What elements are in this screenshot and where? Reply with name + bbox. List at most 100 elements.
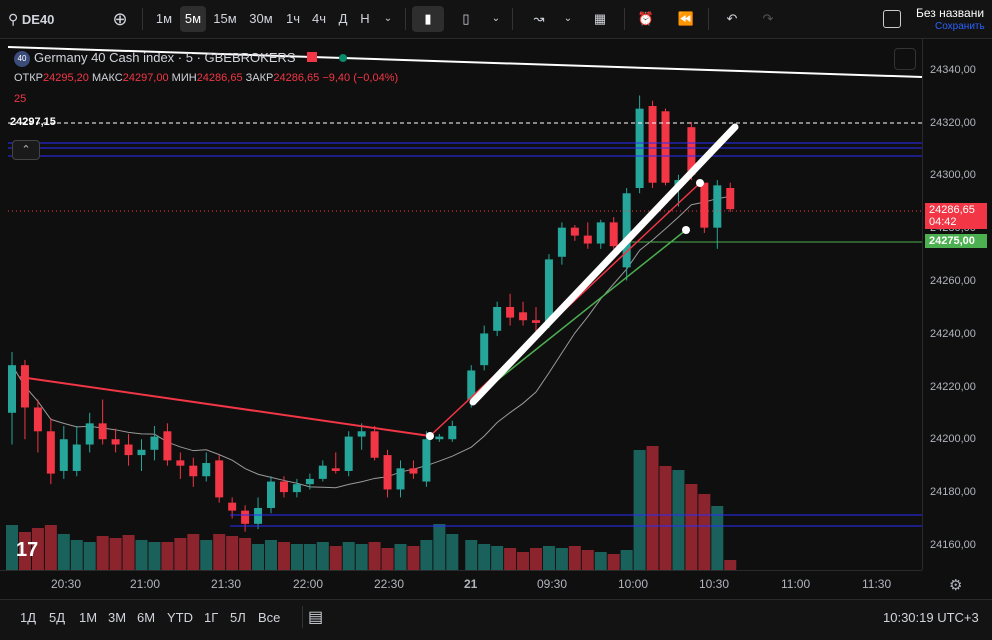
trendline-white-thick[interactable] bbox=[469, 123, 739, 406]
hline-price-label: 24297,15 bbox=[10, 116, 56, 128]
layouts-grid-icon[interactable]: ▦ bbox=[593, 11, 607, 26]
interval-2-button[interactable]: 5м bbox=[180, 6, 206, 32]
volume-bar bbox=[342, 542, 355, 570]
chart-type-chevron-icon[interactable]: ⌄ bbox=[491, 13, 501, 24]
goto-date-calendar-icon[interactable]: ▤ bbox=[308, 609, 324, 626]
layout-checkbox-icon[interactable] bbox=[883, 10, 901, 28]
low-value: 24286,65 bbox=[196, 72, 243, 84]
candle-body bbox=[493, 307, 502, 331]
volume-bar bbox=[355, 544, 368, 570]
save-label[interactable]: Сохранить bbox=[935, 21, 985, 32]
volume-bar bbox=[200, 540, 213, 570]
pane-maximize-icon[interactable] bbox=[894, 48, 916, 70]
candle-body bbox=[622, 193, 631, 268]
candles-chart-type-icon[interactable]: ▮ bbox=[412, 6, 444, 32]
trendline-top[interactable] bbox=[7, 46, 923, 78]
candle-body bbox=[279, 481, 288, 493]
price-tick-label: 24260,00 bbox=[930, 275, 976, 287]
range-4-button[interactable]: 3М bbox=[108, 610, 127, 625]
candle-body bbox=[370, 431, 379, 458]
collapse-legend-button[interactable]: ⌃ bbox=[12, 140, 40, 160]
volume-bar bbox=[685, 484, 698, 570]
candle-body bbox=[331, 468, 340, 471]
bottom-toolbar bbox=[0, 599, 992, 640]
high-value: 24297,00 bbox=[122, 72, 169, 84]
interval-3-button[interactable]: 15м bbox=[213, 11, 237, 26]
range-7-button[interactable]: 1Г bbox=[204, 610, 219, 625]
candle-body bbox=[176, 460, 185, 466]
red-flag-icon[interactable] bbox=[307, 52, 318, 62]
interval-4-button[interactable]: 30м bbox=[249, 11, 273, 26]
moving-average-line bbox=[11, 195, 731, 489]
time-tick-label: 10:00 bbox=[618, 577, 649, 591]
volume-bar bbox=[633, 450, 646, 570]
volume-bar bbox=[478, 544, 491, 570]
volume-bar bbox=[465, 540, 478, 570]
candle-body bbox=[163, 431, 172, 461]
price-axis[interactable] bbox=[922, 39, 992, 570]
candle-body bbox=[241, 510, 250, 524]
open-value: 24295,20 bbox=[43, 72, 89, 84]
chart-legend: 40 Germany 40 Cash index · 5 · GBEBROKERS bbox=[14, 50, 347, 67]
volume-bar bbox=[504, 548, 517, 570]
range-3-button[interactable]: 1М bbox=[79, 610, 98, 625]
volume-bar bbox=[724, 560, 737, 570]
alert-icon[interactable]: ⏰ bbox=[637, 11, 655, 26]
range-6-button[interactable]: YTD bbox=[167, 610, 193, 625]
candle-body bbox=[292, 484, 301, 493]
undo-icon[interactable]: ↶ bbox=[726, 11, 738, 26]
volume-bar bbox=[672, 470, 685, 570]
candle-body bbox=[557, 227, 566, 257]
interval-7-button[interactable]: Д bbox=[338, 11, 348, 26]
volume-bar bbox=[303, 544, 316, 570]
volume-bar bbox=[394, 544, 407, 570]
range-9-button[interactable]: Все bbox=[258, 610, 281, 625]
anchor-point[interactable] bbox=[426, 432, 434, 440]
candle-body bbox=[189, 465, 198, 477]
volume-bar bbox=[368, 542, 381, 570]
interval-8-button[interactable]: Н bbox=[360, 11, 370, 26]
last-price: 24286,65 bbox=[929, 204, 975, 216]
candle-body bbox=[85, 423, 94, 445]
clock-timezone[interactable]: 10:30:19 UTC+3 bbox=[883, 610, 979, 625]
candle-body bbox=[596, 222, 605, 244]
volume-bar bbox=[530, 548, 542, 570]
candle-body bbox=[519, 312, 528, 321]
time-tick-label: 21:00 bbox=[130, 577, 161, 591]
interval-5-button[interactable]: 1ч bbox=[285, 11, 300, 26]
layout-name[interactable]: Без названи bbox=[916, 6, 985, 20]
time-tick-label: 11:30 bbox=[862, 577, 892, 591]
interval-6-button[interactable]: 4ч bbox=[311, 11, 326, 26]
volume-bar bbox=[542, 546, 555, 570]
candle-body bbox=[422, 439, 431, 482]
anchor-point[interactable] bbox=[682, 226, 690, 234]
anchor-point[interactable] bbox=[696, 179, 704, 187]
trendline-red[interactable] bbox=[19, 376, 431, 437]
interval-dropdown-chevron-icon[interactable]: ⌄ bbox=[383, 13, 393, 24]
symbol-search[interactable]: ⚲ DE40 bbox=[8, 6, 78, 32]
replay-icon[interactable]: ⏪ bbox=[677, 11, 695, 26]
range-5-button[interactable]: 6М bbox=[137, 610, 156, 625]
indicators-icon[interactable]: ↝ bbox=[533, 11, 545, 26]
interval-1-button[interactable]: 1м bbox=[155, 11, 173, 26]
indicators-chevron-icon[interactable]: ⌄ bbox=[563, 13, 573, 24]
candle-body bbox=[609, 222, 618, 247]
range-8-button[interactable]: 5Л bbox=[230, 610, 246, 625]
volume-bar bbox=[446, 534, 459, 570]
chart-pane[interactable] bbox=[0, 39, 922, 570]
time-axis[interactable] bbox=[0, 570, 922, 599]
settings-gear-icon[interactable]: ⚙ bbox=[949, 577, 963, 594]
redo-icon[interactable]: ↷ bbox=[762, 11, 774, 26]
range-2-button[interactable]: 5Д bbox=[49, 610, 66, 625]
candle-body bbox=[396, 468, 405, 490]
candle-body bbox=[648, 106, 657, 183]
candle-body bbox=[570, 227, 579, 236]
candle-body bbox=[111, 439, 120, 445]
candle-body bbox=[713, 185, 722, 228]
range-1-button[interactable]: 1Д bbox=[20, 610, 37, 625]
candle-body bbox=[254, 507, 263, 524]
trendline-green[interactable] bbox=[469, 229, 687, 403]
compare-add-icon[interactable]: ⊕ bbox=[112, 9, 128, 29]
chart-type-icon[interactable]: ▯ bbox=[462, 11, 470, 26]
price-tick-label: 24320,00 bbox=[930, 117, 976, 129]
